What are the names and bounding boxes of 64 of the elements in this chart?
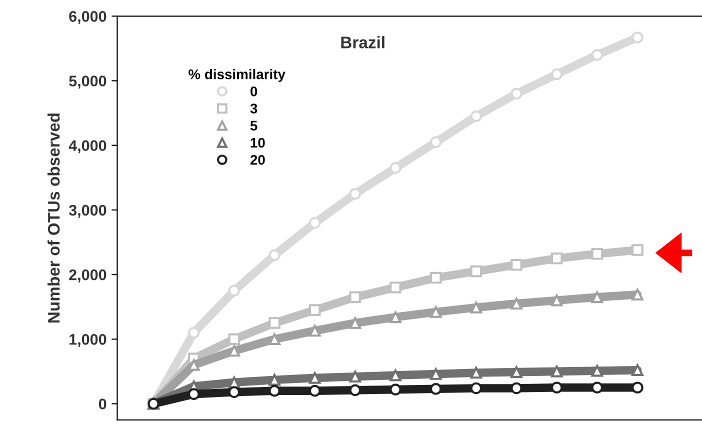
point bbox=[308, 324, 321, 337]
point bbox=[430, 306, 442, 318]
point bbox=[188, 326, 200, 339]
point bbox=[591, 248, 604, 260]
point bbox=[390, 311, 402, 324]
point bbox=[591, 291, 604, 304]
y-tick-label: 3,000 bbox=[68, 204, 106, 218]
point bbox=[470, 265, 482, 278]
point bbox=[510, 88, 522, 100]
point bbox=[550, 366, 563, 378]
y-tick-label: 6,000 bbox=[69, 11, 106, 24]
point bbox=[550, 294, 563, 306]
y-tick-label: 5,000 bbox=[69, 76, 106, 89]
legend-label: 10 bbox=[250, 138, 265, 148]
point bbox=[470, 366, 482, 379]
text: Brazil bbox=[341, 36, 384, 48]
point bbox=[430, 368, 442, 380]
point bbox=[470, 302, 482, 314]
point bbox=[308, 216, 321, 229]
point bbox=[390, 384, 402, 396]
point bbox=[430, 272, 442, 284]
legend-label: 0 bbox=[250, 86, 258, 96]
point bbox=[228, 344, 240, 357]
point bbox=[550, 252, 563, 264]
point bbox=[349, 370, 362, 383]
y-tick-label: 1,000 bbox=[70, 334, 106, 348]
point bbox=[632, 382, 644, 394]
point bbox=[510, 382, 522, 394]
point bbox=[390, 369, 402, 382]
point bbox=[390, 162, 402, 174]
point bbox=[632, 364, 644, 376]
legend-label: 5 bbox=[250, 120, 258, 131]
y-tick-label: 0 bbox=[98, 398, 106, 410]
point bbox=[268, 333, 280, 346]
point bbox=[349, 317, 362, 329]
point bbox=[510, 258, 522, 271]
point bbox=[632, 244, 644, 256]
y-tick-label: 4,000 bbox=[68, 140, 106, 154]
point bbox=[268, 384, 280, 397]
point bbox=[591, 364, 604, 377]
point bbox=[268, 374, 280, 386]
legend-title: % dissimilarity bbox=[188, 69, 286, 82]
legend-label: 3 bbox=[250, 104, 258, 114]
point bbox=[268, 249, 280, 262]
point bbox=[188, 388, 200, 400]
point bbox=[632, 288, 644, 300]
y-axis-title: Number of OTUs observed bbox=[47, 114, 60, 322]
point bbox=[268, 317, 280, 329]
point bbox=[510, 298, 522, 310]
point bbox=[550, 68, 563, 80]
point bbox=[430, 136, 442, 148]
point bbox=[349, 188, 362, 200]
point bbox=[470, 110, 482, 122]
point bbox=[228, 333, 240, 346]
point bbox=[591, 49, 604, 61]
point bbox=[308, 372, 321, 384]
point bbox=[510, 366, 522, 378]
y-tick-label: 2,000 bbox=[69, 269, 106, 282]
point bbox=[308, 304, 321, 316]
point bbox=[632, 32, 644, 44]
point bbox=[390, 282, 402, 294]
point bbox=[228, 284, 240, 297]
legend-label: 20 bbox=[250, 154, 265, 165]
point bbox=[349, 291, 362, 304]
